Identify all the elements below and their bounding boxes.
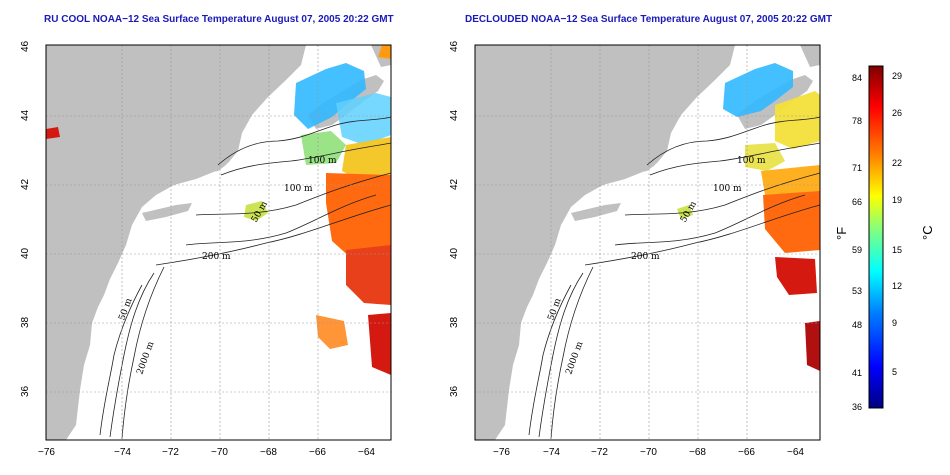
map-gridlines: [475, 45, 820, 440]
fahrenheit-tick-label: 48: [852, 320, 862, 330]
x-tick-label: −70: [211, 447, 228, 458]
y-axis: 46 44 42 40 38 36: [449, 40, 460, 397]
x-tick-label: −68: [689, 447, 706, 458]
y-tick-label: 46: [20, 40, 31, 52]
contour-label-100m-b: 100 m: [284, 184, 313, 194]
panel-left-map: 100 m 100 m 50 m 200 m 50 m 2000 m −76 −…: [20, 40, 392, 458]
x-tick-label: −74: [114, 447, 131, 458]
x-tick-label: −66: [738, 447, 755, 458]
y-tick-label: 36: [449, 385, 460, 397]
panel-right-map: 100 m 100 m 50 m 200 m 50 m 2000 m −76 −…: [449, 40, 821, 458]
y-tick-label: 40: [20, 247, 31, 259]
y-tick-label: 44: [449, 109, 460, 121]
contour-label-100m-b: 100 m: [713, 184, 742, 194]
sst-field: [46, 45, 391, 375]
fahrenheit-tick-label: 59: [852, 245, 862, 255]
temperature-colorbar: 84 78 71 66 59 53 48 41 36 29 26 22 19 15 12 9 5 °F °C: [834, 65, 935, 412]
celsius-tick-label: 5: [892, 367, 897, 377]
fahrenheit-tick-label: 53: [852, 286, 862, 296]
x-tick-label: −66: [309, 447, 326, 458]
fahrenheit-unit-label: °F: [834, 227, 849, 240]
colorbar-gradient: [868, 65, 884, 409]
panel-left-title: RU COOL NOAA−12 Sea Surface Temperature …: [44, 14, 394, 25]
bathymetry-contours: [528, 116, 821, 440]
contour-label-200m: 200 m: [202, 252, 231, 262]
contour-label-200m: 200 m: [631, 252, 660, 262]
fahrenheit-tick-label: 36: [852, 402, 862, 412]
map-frame: [474, 44, 821, 441]
x-tick-label: −64: [358, 447, 375, 458]
fahrenheit-scale: 84 78 71 66 59 53 48 41 36: [852, 73, 862, 412]
x-axis: −76 −74 −72 −70 −68 −66 −64: [38, 447, 375, 458]
x-tick-label: −74: [543, 447, 560, 458]
y-tick-label: 42: [449, 178, 460, 190]
y-tick-label: 38: [449, 316, 460, 328]
x-axis: −76 −74 −72 −70 −68 −66 −64: [493, 447, 804, 458]
x-tick-label: −76: [38, 447, 55, 458]
sst-field: [677, 63, 820, 371]
x-tick-label: −70: [640, 447, 657, 458]
panel-right-title: DECLOUDED NOAA−12 Sea Surface Temperatur…: [465, 14, 832, 25]
fahrenheit-tick-label: 84: [852, 73, 862, 83]
x-tick-label: −76: [493, 447, 510, 458]
celsius-tick-label: 29: [892, 71, 902, 81]
celsius-tick-label: 19: [892, 195, 902, 205]
fahrenheit-tick-label: 78: [852, 116, 862, 126]
celsius-unit-label: °C: [920, 225, 935, 240]
celsius-tick-label: 22: [892, 158, 902, 168]
celsius-tick-label: 15: [892, 245, 902, 255]
celsius-tick-label: 12: [892, 281, 902, 291]
fahrenheit-tick-label: 71: [852, 163, 862, 173]
y-tick-label: 44: [20, 109, 31, 121]
contour-label-100m-a: 100 m: [737, 156, 766, 166]
y-tick-label: 46: [449, 40, 460, 52]
x-tick-label: −64: [787, 447, 804, 458]
celsius-scale: 29 26 22 19 15 12 9 5: [892, 71, 902, 377]
x-tick-label: −68: [260, 447, 277, 458]
y-tick-label: 38: [20, 316, 31, 328]
y-tick-label: 42: [20, 178, 31, 190]
y-tick-label: 36: [20, 385, 31, 397]
fahrenheit-tick-label: 41: [852, 368, 862, 378]
x-tick-label: −72: [162, 447, 179, 458]
bathymetry-contours: [99, 116, 392, 440]
y-axis: 46 44 42 40 38 36: [20, 40, 31, 397]
celsius-tick-label: 26: [892, 108, 902, 118]
y-tick-label: 40: [449, 247, 460, 259]
celsius-tick-label: 9: [892, 318, 897, 328]
map-gridlines: [46, 45, 391, 440]
x-tick-label: −72: [591, 447, 608, 458]
fahrenheit-tick-label: 66: [852, 197, 862, 207]
map-frame: [45, 44, 392, 441]
contour-label-100m-a: 100 m: [308, 156, 337, 166]
